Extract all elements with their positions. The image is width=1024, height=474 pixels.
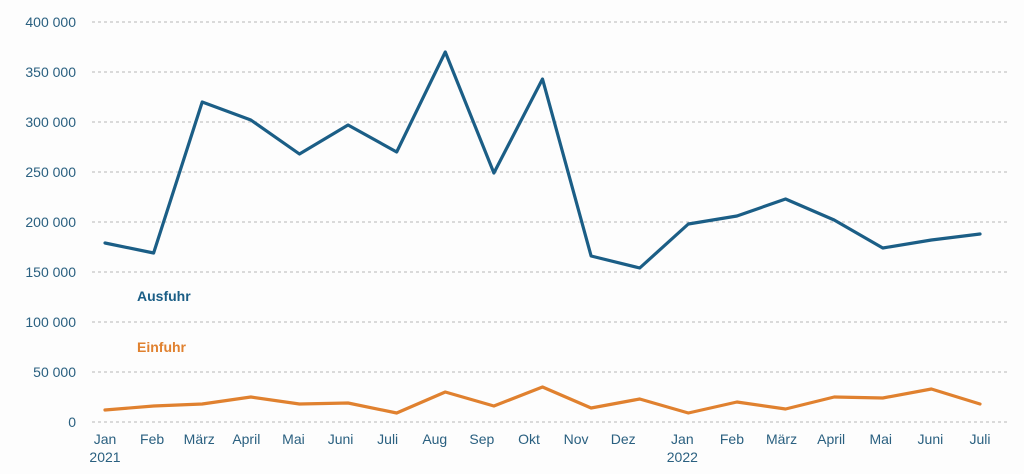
y-tick-label: 100 000 [25, 314, 76, 330]
x-tick-label: Mai [869, 431, 892, 447]
x-tick-label: Mai [282, 431, 305, 447]
x-tick-label: Feb [720, 431, 744, 447]
x-tick-label: Aug [422, 431, 447, 447]
x-tick-label: Feb [140, 431, 164, 447]
y-tick-label: 350 000 [25, 64, 76, 80]
x-tick-label: April [232, 431, 260, 447]
y-tick-label: 200 000 [25, 214, 76, 230]
y-tick-label: 300 000 [25, 114, 76, 130]
x-tick-label: Sep [469, 431, 494, 447]
x-tick-label: Juni [918, 431, 944, 447]
y-tick-label: 250 000 [25, 164, 76, 180]
x-tick-label: Jan [94, 431, 117, 447]
series-label-ausfuhr: Ausfuhr [137, 288, 191, 304]
x-tick-label: April [817, 431, 845, 447]
x-tick-label: Jan [671, 431, 694, 447]
year-label: 2021 [89, 449, 120, 465]
x-tick-label: Dez [611, 431, 636, 447]
x-tick-label: Juli [377, 431, 398, 447]
y-tick-label: 150 000 [25, 264, 76, 280]
x-tick-label: Nov [564, 431, 589, 447]
x-tick-label: Juni [328, 431, 354, 447]
y-tick-label: 400 000 [25, 14, 76, 30]
x-tick-label: März [766, 431, 797, 447]
series-line-ausfuhr [103, 50, 982, 270]
x-tick-label: Okt [518, 431, 540, 447]
x-tick-label: März [184, 431, 215, 447]
series-line-einfuhr [103, 385, 982, 415]
series-label-einfuhr: Einfuhr [137, 339, 187, 355]
year-label: 2022 [667, 449, 698, 465]
y-tick-label: 50 000 [33, 364, 76, 380]
y-tick-label: 0 [68, 414, 76, 430]
x-tick-label: Juli [969, 431, 990, 447]
